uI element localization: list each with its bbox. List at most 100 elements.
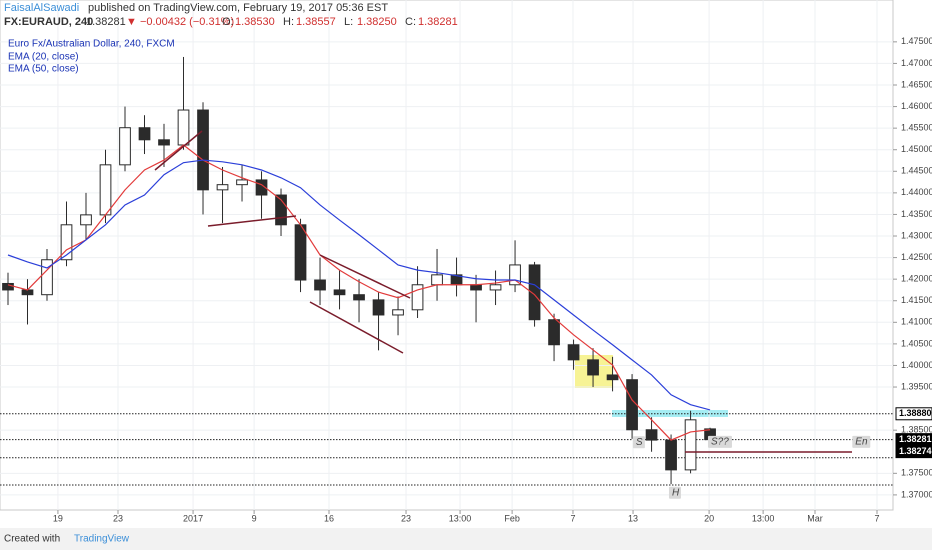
trend-line [309,301,404,354]
y-tick-label: 1.46000 [901,101,932,111]
x-tick-label: Mar [807,513,823,523]
candle-body [489,284,502,291]
candle-body [236,179,248,186]
candle-body [684,419,697,471]
candle-body [21,289,34,296]
y-tick-label: 1.41500 [901,295,932,305]
y-tick-label: 1.40000 [901,360,932,370]
ohlc-value: 1.38530 [235,16,275,28]
candle-body [314,279,326,291]
x-tick-label: 20 [704,513,714,523]
trend-line [154,130,203,171]
y-tick-label: 1.43500 [901,209,932,219]
candle-body [80,214,92,226]
footer-brand[interactable]: TradingView [74,534,130,545]
candle-body [158,139,170,146]
symbol: FX:EURAUD, 240 [4,16,93,28]
change: ▼ −0.00432 (−0.31%) [126,16,234,28]
y-tick-label: 1.45000 [901,144,932,154]
x-tick-label: 23 [401,513,411,523]
candle-body [587,359,599,376]
instrument-title: Euro Fx/Australian Dollar, 240, FXCM [8,39,175,50]
x-tick-label: 2017 [183,513,203,523]
ohlc-value: 1.38250 [357,16,397,28]
x-tick-label: 13:00 [752,513,775,523]
price-label: 1.38281 [899,434,932,444]
author[interactable]: FaisalAlSawadi [4,2,79,14]
candle-body [255,179,268,196]
candle-body [99,164,112,216]
price-label: 1.38880 [899,408,932,418]
candle-body [138,127,151,141]
annotation-box [707,435,732,448]
y-tick-label: 1.47000 [901,58,932,68]
plot-frame [0,0,894,511]
candle-body [548,319,560,346]
y-tick-label: 1.42500 [901,252,932,262]
price-label: 1.38274 [899,446,932,456]
trend-line [319,254,411,299]
y-tick-label: 1.46500 [901,79,932,89]
candle-body [294,224,307,281]
candle-body [665,439,677,471]
y-tick-label: 1.37500 [901,468,932,478]
last-price: 1.38281 [86,16,126,28]
candle-body [275,194,287,226]
candle-body [216,184,229,191]
annotation: En [855,436,868,447]
y-tick-label: 1.45500 [901,123,932,133]
y-tick-label: 1.47500 [901,36,932,46]
published: published on TradingView.com, February 1… [88,2,388,14]
x-tick-label: 19 [53,513,63,523]
candle-body [177,109,190,146]
y-tick-label: 1.42000 [901,274,932,284]
candle-body [411,284,424,311]
legend-entry: EMA (50, close) [8,64,79,75]
x-tick-label: 13 [628,513,638,523]
y-tick-label: 1.40500 [901,338,932,348]
candle-body [509,264,521,286]
candle-body [41,259,53,296]
candle-body [431,274,443,286]
ohlc-label: C: [405,16,416,28]
ohlc-label: L: [344,16,353,28]
candle-body [353,294,365,301]
candle-body [645,429,658,441]
x-tick-label: 23 [113,513,123,523]
footer-bar [0,528,932,550]
candle-body [333,289,346,296]
candle-body [606,374,619,381]
candle-body [626,379,638,431]
x-tick-label: 7 [570,513,575,523]
candle-body [2,282,14,291]
candle-body [392,309,404,316]
ohlc-label: O: [222,16,234,28]
price-label-box [895,445,932,459]
y-tick-label: 1.44000 [901,187,932,197]
candle-body [528,264,541,321]
y-tick-label: 1.37000 [901,489,932,499]
y-tick-label: 1.41000 [901,317,932,327]
ohlc-value: 1.38557 [296,16,336,28]
footer-text: Created with [4,534,60,545]
annotation-box [852,435,871,448]
annotation-box [632,436,645,449]
candle-body [197,109,209,191]
x-tick-label: 16 [324,513,334,523]
trend-line [207,215,297,227]
ohlc-value: 1.38281 [418,16,458,28]
y-tick-label: 1.44500 [901,166,932,176]
price-label-box [895,407,932,421]
x-tick-label: 7 [875,513,880,523]
annotation: S?? [711,436,729,447]
legend-entry: EMA (20, close) [8,52,79,63]
annotation-box [668,486,681,499]
trend-lines [154,130,852,453]
y-tick-label: 1.38500 [901,425,932,435]
ema-line [7,144,711,441]
annotation: H [672,487,680,498]
x-tick-label: 13:00 [449,513,472,523]
y-tick-label: 1.43000 [901,230,932,240]
